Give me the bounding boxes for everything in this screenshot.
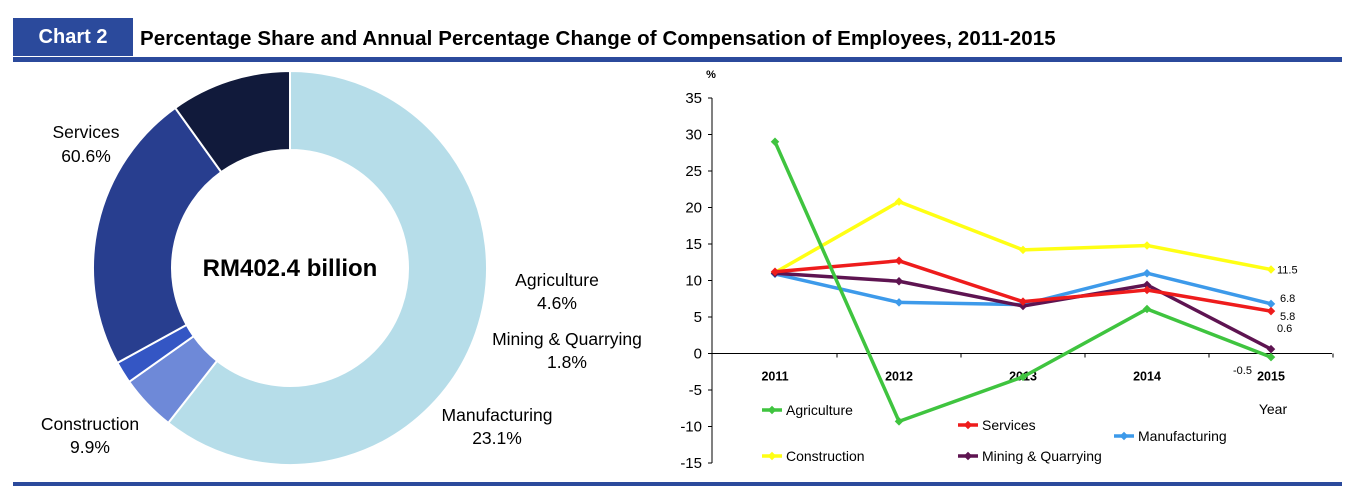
legend-label: Mining & Quarrying bbox=[982, 448, 1102, 464]
legend-label: Construction bbox=[786, 448, 865, 464]
y-tick-label: 5 bbox=[694, 309, 702, 326]
donut-chart: RM402.4 billion Services 60.6% Agriculture… bbox=[41, 69, 642, 466]
slice-value-services: 60.6% bbox=[61, 146, 111, 166]
end-label-manufacturing: 6.8 bbox=[1280, 293, 1295, 305]
data-point-manufacturing bbox=[894, 298, 904, 307]
legend-label: Services bbox=[982, 417, 1036, 433]
slice-value-mining-and-quarrying: 1.8% bbox=[547, 352, 587, 372]
data-point-construction bbox=[1142, 241, 1152, 250]
top-rule bbox=[13, 57, 1342, 62]
data-point-mining-and-quarrying bbox=[1018, 301, 1028, 311]
slice-value-agriculture: 4.6% bbox=[537, 293, 577, 313]
legend-item-mining-and-quarrying: Mining & Quarrying bbox=[958, 448, 1102, 464]
data-point-manufacturing bbox=[1142, 268, 1152, 278]
chart-title: Percentage Share and Annual Percentage C… bbox=[140, 27, 1056, 50]
x-tick-label: 2011 bbox=[761, 370, 788, 384]
legend-item-agriculture: Agriculture bbox=[762, 402, 853, 418]
data-point-construction bbox=[1266, 265, 1276, 274]
slice-value-construction: 9.9% bbox=[70, 437, 110, 457]
y-tick-label: -15 bbox=[680, 455, 702, 472]
bottom-rule bbox=[13, 482, 1342, 486]
donut-slice-manufacturing bbox=[92, 106, 223, 365]
data-point-manufacturing bbox=[1266, 299, 1276, 309]
data-point-mining-and-quarrying bbox=[1266, 344, 1276, 354]
slice-value-manufacturing: 23.1% bbox=[472, 428, 522, 448]
data-point-services bbox=[1266, 306, 1276, 316]
y-tick-label: 15 bbox=[685, 236, 702, 253]
y-unit-label: % bbox=[706, 69, 716, 81]
data-point-agriculture bbox=[1266, 352, 1276, 362]
data-point-agriculture bbox=[1018, 372, 1028, 382]
data-point-services bbox=[1142, 285, 1152, 295]
data-point-mining-and-quarrying bbox=[1142, 280, 1152, 290]
end-label-mining-and-quarrying: 0.6 bbox=[1277, 323, 1292, 335]
slice-name-services: Services bbox=[52, 122, 119, 142]
legend-marker bbox=[767, 405, 777, 415]
legend-marker bbox=[963, 420, 973, 430]
chart-number-badge: Chart 2 bbox=[13, 18, 133, 56]
y-tick-label: -5 bbox=[689, 382, 702, 399]
slice-name-manufacturing: Manufacturing bbox=[442, 405, 553, 425]
x-tick-label: 2014 bbox=[1133, 370, 1161, 384]
x-tick-label: 2012 bbox=[885, 370, 913, 384]
series-line-construction bbox=[774, 199, 1272, 274]
end-label-construction: 11.5 bbox=[1277, 265, 1298, 277]
legend-label: Agriculture bbox=[786, 402, 853, 418]
slice-name-construction: Construction bbox=[41, 414, 139, 434]
data-point-services bbox=[894, 256, 904, 266]
legend-label: Manufacturing bbox=[1138, 428, 1227, 444]
y-tick-label: 20 bbox=[685, 200, 702, 217]
legend-item-construction: Construction bbox=[762, 448, 865, 464]
y-tick-label: 10 bbox=[685, 273, 702, 290]
x-axis-title: Year bbox=[1259, 401, 1288, 417]
end-label-services: 5.8 bbox=[1280, 311, 1295, 323]
data-point-mining-and-quarrying bbox=[894, 276, 904, 286]
slice-name-agriculture: Agriculture bbox=[515, 270, 599, 290]
legend-item-manufacturing: Manufacturing bbox=[1114, 428, 1227, 444]
legend-marker bbox=[767, 451, 777, 461]
y-tick-label: 25 bbox=[685, 163, 702, 180]
legend-marker bbox=[1119, 431, 1129, 441]
data-point-agriculture bbox=[1142, 304, 1152, 314]
donut-center-label: RM402.4 billion bbox=[203, 255, 378, 282]
line-chart: %35302520151050-5-10-1520112012201320142… bbox=[680, 69, 1334, 472]
data-point-agriculture bbox=[894, 417, 904, 426]
y-tick-label: 35 bbox=[685, 90, 702, 107]
y-tick-label: 0 bbox=[694, 346, 702, 363]
slice-name-mining-and-quarrying: Mining & Quarrying bbox=[492, 329, 642, 349]
donut-slice-services bbox=[166, 69, 488, 466]
legend-marker bbox=[963, 451, 973, 461]
legend-item-services: Services bbox=[958, 417, 1036, 433]
y-tick-label: 30 bbox=[685, 127, 702, 144]
end-label-agriculture: -0.5 bbox=[1233, 365, 1252, 377]
y-tick-label: -10 bbox=[680, 419, 702, 436]
data-point-services bbox=[770, 267, 780, 276]
chart-header: Chart 2 Percentage Share and Annual Perc… bbox=[13, 15, 1342, 61]
donut-slice-construction bbox=[173, 69, 291, 174]
data-point-services bbox=[1018, 297, 1028, 306]
x-tick-label: 2015 bbox=[1257, 370, 1285, 384]
